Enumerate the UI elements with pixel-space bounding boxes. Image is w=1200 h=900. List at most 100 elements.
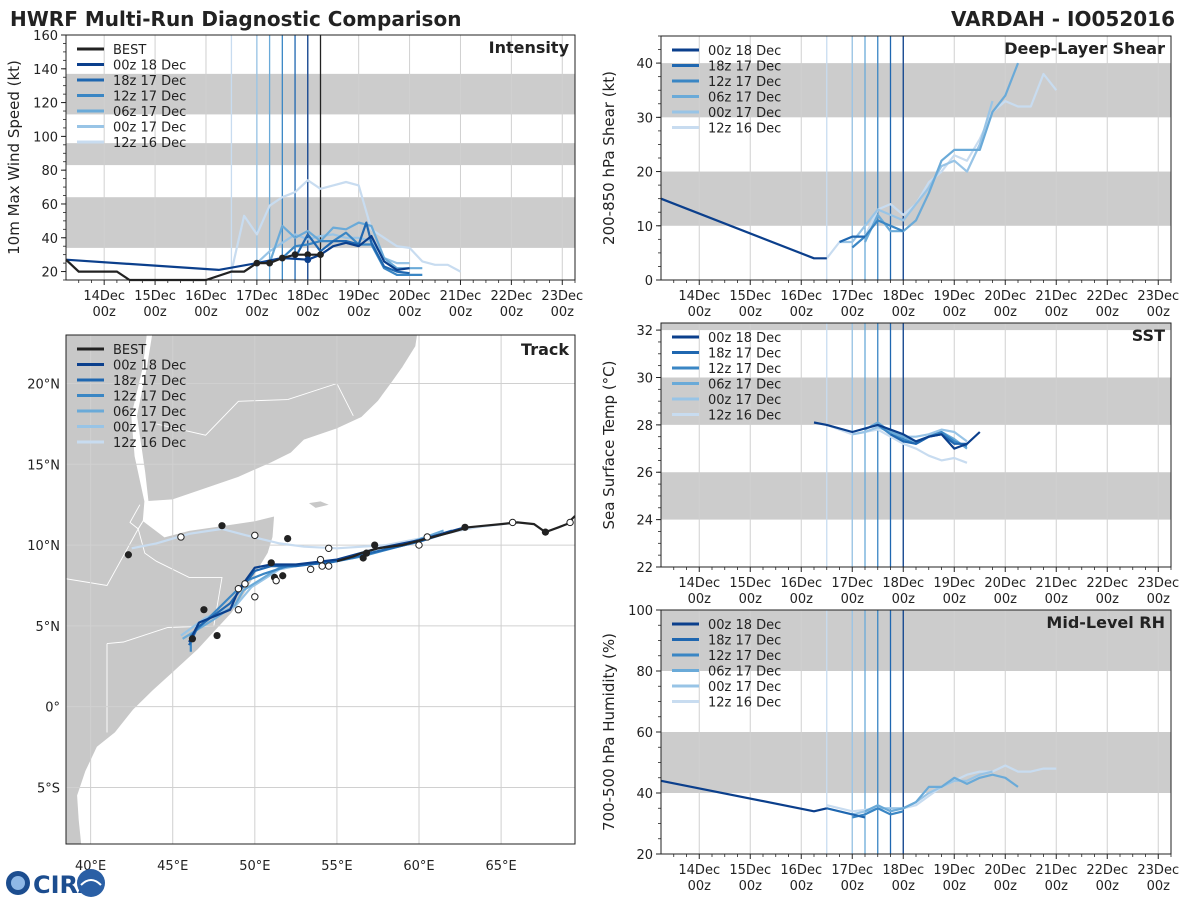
sst-xtick-hour: 00z: [943, 592, 967, 607]
track-lon-label: 60°E: [403, 859, 434, 874]
intensity-legend-label: 00z 18 Dec: [113, 59, 186, 74]
rh-xtick-day: 23Dec: [1137, 863, 1179, 878]
rh-ytick-label: 20: [636, 848, 653, 863]
intensity-ytick-label: 140: [33, 63, 58, 78]
intensity-xtick-day: 20Dec: [389, 289, 431, 304]
shear-xtick-day: 22Dec: [1086, 289, 1128, 304]
track-lat-label: 5°S: [37, 781, 60, 796]
intensity-legend-label: BEST: [113, 43, 146, 58]
track-position-open: [272, 576, 280, 585]
sst-xtick-hour: 00z: [1096, 592, 1120, 607]
intensity-ytick-label: 120: [33, 97, 58, 112]
track-title: Track: [521, 340, 569, 359]
sst-xtick-hour: 00z: [892, 592, 916, 607]
shear-xtick-day: 17Dec: [831, 289, 873, 304]
intensity-legend-label: 12z 17 Dec: [113, 90, 186, 105]
shear-xtick-day: 15Dec: [729, 289, 771, 304]
intensity-ytick-label: 20: [41, 266, 58, 281]
track-position-open: [316, 555, 325, 564]
intensity-xtick-hour: 00z: [500, 305, 524, 320]
sst-xtick-day: 20Dec: [984, 576, 1026, 591]
shear-xtick-hour: 00z: [739, 305, 763, 320]
sst-series-line: [813, 421, 981, 450]
track-lon-label: 65°E: [485, 859, 516, 874]
shear-legend-label: 00z 17 Dec: [708, 106, 781, 121]
shear-ytick-label: 20: [636, 166, 653, 181]
shear-panel: 01020304014Dec00z15Dec00z16Dec00z17Dec00…: [600, 35, 1179, 320]
sst-legend-label: 12z 17 Dec: [708, 362, 781, 377]
rh-panel: 2040608010014Dec00z15Dec00z16Dec00z17Dec…: [600, 604, 1179, 894]
track-legend-label: BEST: [113, 343, 146, 358]
intensity-best-point: [253, 259, 261, 267]
shear-ytick-label: 10: [636, 220, 653, 235]
sst-ytick-label: 26: [636, 466, 653, 481]
track-lat-label: 5°N: [36, 620, 61, 635]
sst-xtick-day: 18Dec: [882, 576, 924, 591]
rh-xtick-hour: 00z: [943, 879, 967, 894]
track-lon-label: 40°E: [75, 859, 106, 874]
track-position-open: [251, 531, 259, 540]
intensity-xtick-day: 16Dec: [185, 289, 227, 304]
track-position-open: [177, 533, 185, 541]
sst-xtick-day: 21Dec: [1035, 576, 1077, 591]
shear-xtick-hour: 00z: [943, 305, 967, 320]
track-lat-label: 15°N: [27, 458, 60, 473]
intensity-best-line: [65, 253, 321, 282]
track-best-point: [359, 554, 367, 562]
intensity-legend-label: 18z 17 Dec: [113, 74, 186, 89]
rh-series-line: [864, 773, 1019, 813]
rh-series-line: [660, 779, 828, 813]
shear-ylabel: 200-850 hPa Shear (kt): [600, 71, 618, 245]
rh-ytick-label: 100: [628, 604, 653, 619]
track-legend-label: 00z 18 Dec: [113, 359, 186, 374]
shear-xtick-hour: 00z: [790, 305, 814, 320]
rh-legend-label: 06z 17 Dec: [708, 665, 781, 680]
sst-xtick-day: 22Dec: [1086, 576, 1128, 591]
rh-legend-label: 00z 18 Dec: [708, 618, 781, 633]
sst-xtick-hour: 00z: [688, 592, 712, 607]
shear-xtick-day: 16Dec: [780, 289, 822, 304]
sst-xtick-hour: 00z: [790, 592, 814, 607]
track-lon-label: 55°E: [321, 859, 352, 874]
rh-xtick-hour: 00z: [994, 879, 1018, 894]
intensity-xtick-hour: 00z: [296, 305, 320, 320]
sst-xtick-day: 14Dec: [678, 576, 720, 591]
logo-globe-highlight: [11, 876, 25, 890]
intensity-xtick-day: 19Dec: [338, 289, 380, 304]
shear-shade-band: [661, 171, 1171, 226]
sst-legend-label: 00z 18 Dec: [708, 331, 781, 346]
shear-series-line: [660, 197, 827, 260]
shear-series-line: [839, 235, 865, 244]
storm-id: VARDAH - IO052016: [951, 7, 1175, 31]
track-best-point: [541, 528, 550, 536]
logo-emblem-wave: [80, 879, 102, 886]
track-legend-label: 12z 16 Dec: [113, 436, 186, 451]
track-panel: 40°E 45°E 50°E 55°E 60°E 65°E 20°N 15°N 10°N 5°N 0…: [27, 334, 576, 874]
track-position-open: [241, 580, 249, 588]
rh-ytick-label: 40: [636, 787, 653, 802]
sst-shade-band: [661, 323, 1171, 331]
shear-legend-label: 12z 17 Dec: [708, 75, 781, 90]
rh-xtick-hour: 00z: [739, 879, 763, 894]
track-lat-label: 0°: [45, 701, 60, 716]
track-best-point: [371, 541, 379, 549]
sst-ylabel: Sea Surface Temp (°C): [600, 360, 618, 529]
intensity-xtick-day: 22Dec: [491, 289, 533, 304]
shear-xtick-day: 20Dec: [984, 289, 1026, 304]
sst-ytick-label: 24: [636, 514, 653, 529]
intensity-xtick-hour: 00z: [398, 305, 422, 320]
intensity-xtick-day: 15Dec: [134, 289, 176, 304]
intensity-xtick-day: 23Dec: [541, 289, 583, 304]
shear-series-line: [851, 219, 904, 249]
track-legend-label: 18z 17 Dec: [113, 374, 186, 389]
shear-xtick-day: 14Dec: [678, 289, 720, 304]
rh-ytick-label: 60: [636, 726, 653, 741]
intensity-ytick-label: 100: [33, 130, 58, 145]
rh-xtick-hour: 00z: [688, 879, 712, 894]
track-position-open: [234, 605, 243, 614]
shear-xtick-day: 21Dec: [1035, 289, 1077, 304]
logo-emblem-icon: [77, 869, 105, 897]
sst-xtick-hour: 00z: [1045, 592, 1069, 607]
sst-ytick-label: 22: [636, 561, 653, 576]
track-map-area: [66, 335, 575, 844]
